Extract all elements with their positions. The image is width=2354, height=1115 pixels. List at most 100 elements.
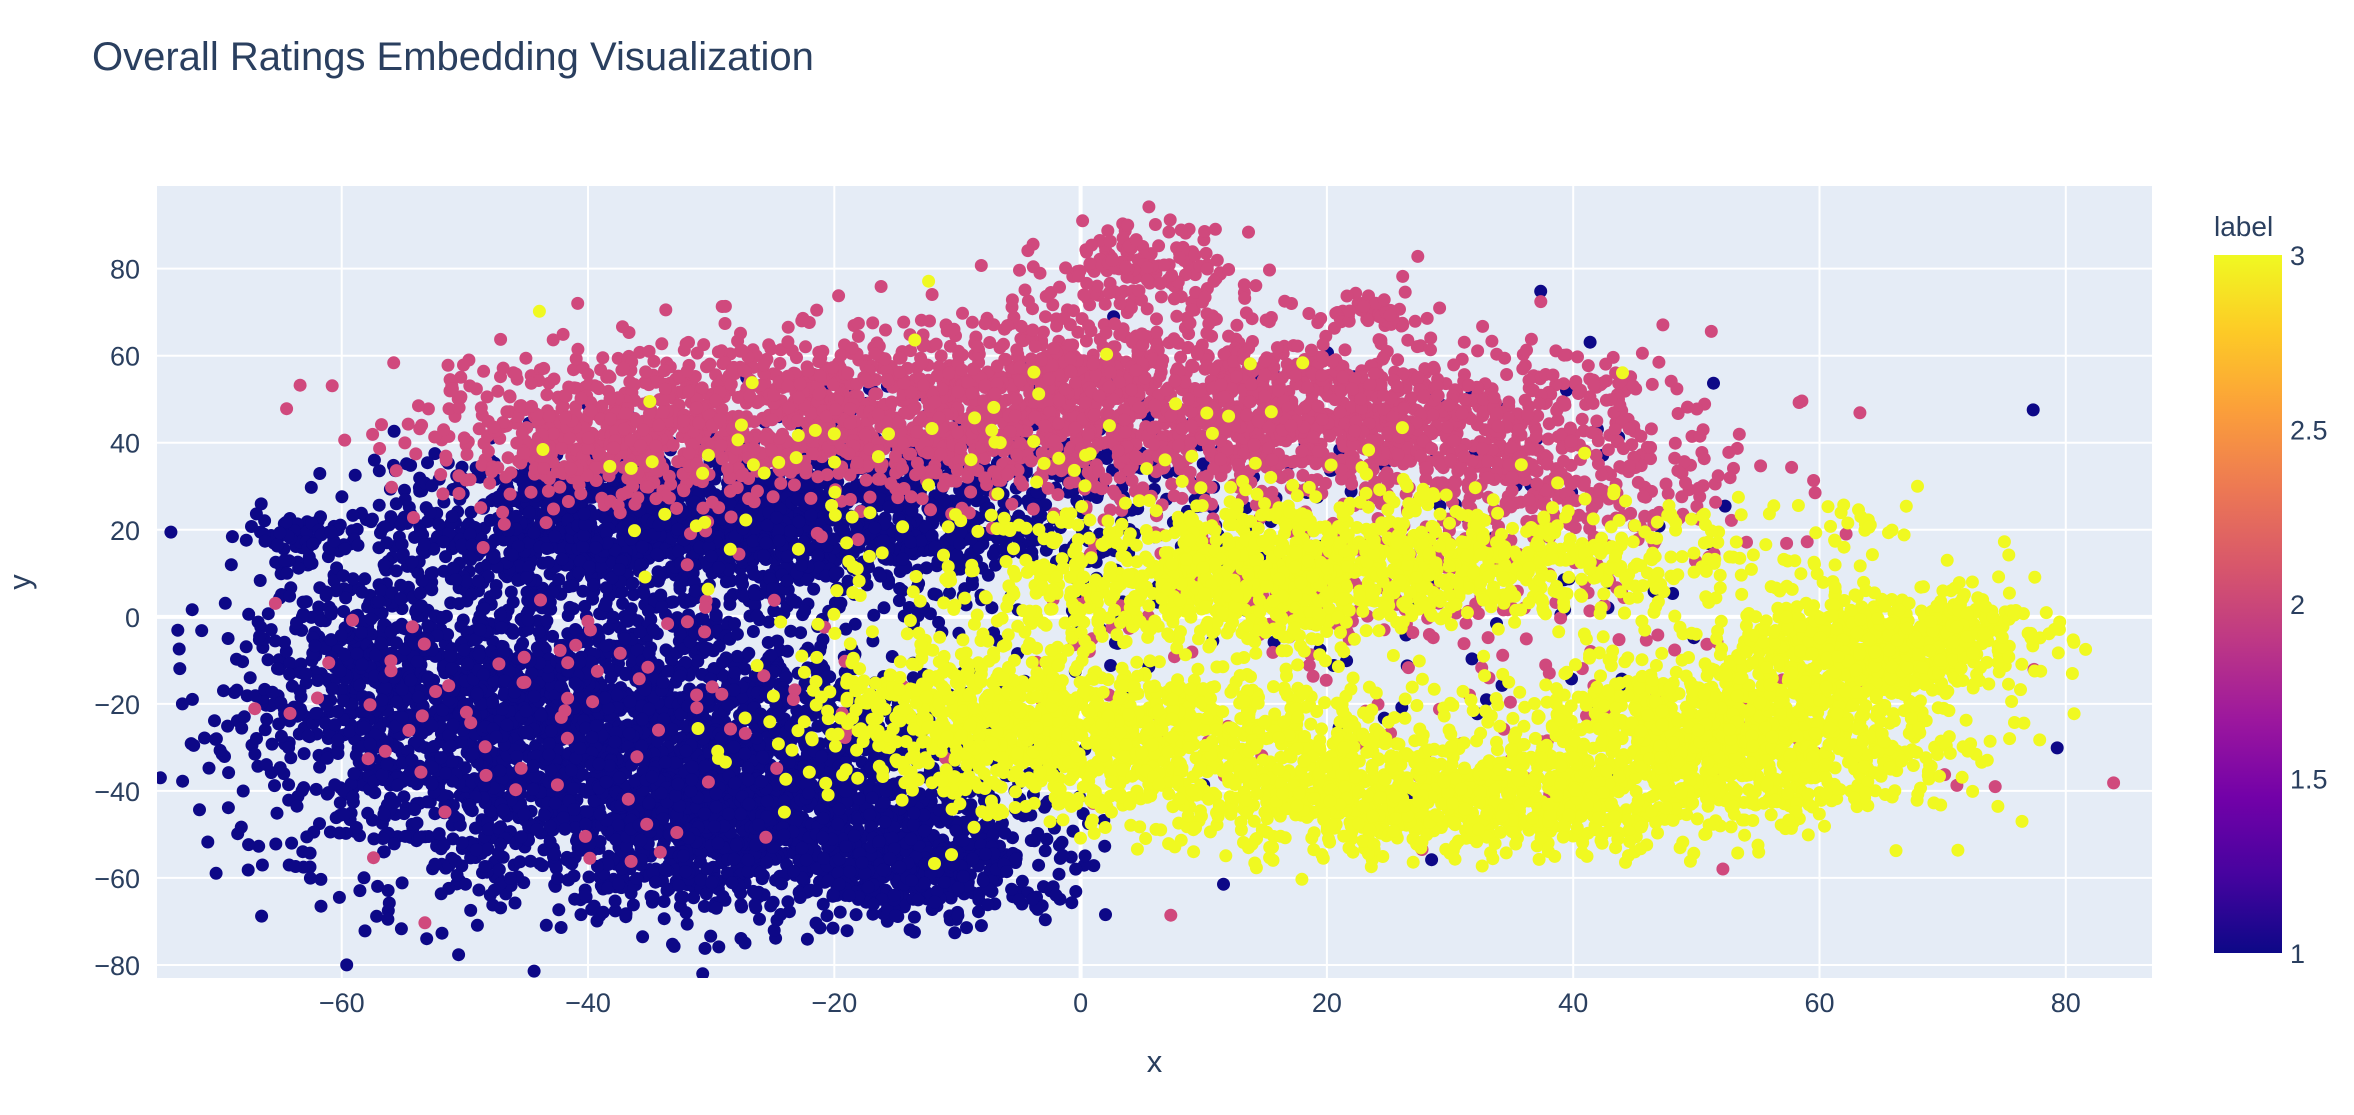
data-point [893,861,906,874]
data-point [966,853,979,866]
data-point [699,942,712,955]
data-point [248,748,261,761]
data-point [815,750,828,763]
data-point [291,800,304,813]
data-point [463,799,476,812]
data-point [684,785,697,798]
data-point [1039,913,1052,926]
data-point [742,647,755,660]
data-point [444,740,457,753]
data-point [928,896,941,909]
data-point [699,642,712,655]
data-point [221,720,234,733]
data-point [841,924,854,937]
data-point [873,835,886,848]
data-point [353,884,366,897]
data-point [471,919,484,932]
data-point [396,711,409,724]
data-point [609,895,622,908]
data-point [618,632,631,645]
data-point [856,856,869,869]
data-point [289,860,302,873]
data-point [488,884,501,897]
data-point [305,481,318,494]
data-point [300,830,313,843]
data-point [673,670,686,683]
data-point [509,897,522,910]
data-point [948,926,961,939]
data-point [495,621,508,634]
data-point [333,891,346,904]
data-point [315,900,328,913]
data-point [802,787,815,800]
data-point [266,686,279,699]
data-point [334,665,347,678]
data-point [853,792,866,805]
data-point [701,862,714,875]
data-point [490,731,503,744]
data-point [1079,849,1092,862]
data-point [338,648,351,661]
data-point [981,898,994,911]
data-point [379,681,392,694]
data-point [781,645,794,658]
data-point [283,668,296,681]
data-point [579,888,592,901]
data-point [722,699,735,712]
data-point [548,848,561,861]
data-point [557,811,570,824]
data-point [600,776,613,789]
data-point [674,628,687,641]
data-point [573,655,586,668]
data-point [461,658,474,671]
data-point [575,908,588,921]
data-point [850,908,863,921]
data-point [320,586,333,599]
data-point [975,919,988,932]
data-point [193,803,206,816]
data-point [738,747,751,760]
data-point [728,777,741,790]
data-point [643,797,656,810]
data-point [1069,885,1082,898]
data-point [383,897,396,910]
data-point [704,930,717,943]
data-point [710,902,723,915]
data-point [801,933,814,946]
data-point [760,856,773,869]
data-point [382,884,395,897]
data-point [236,655,249,668]
data-point [459,878,472,891]
data-point [669,789,682,802]
data-point [230,684,243,697]
data-point [466,747,479,760]
data-point [630,872,643,885]
data-point [296,784,309,797]
data-point [326,682,339,695]
data-point [496,703,509,716]
data-point [321,752,334,765]
data-point [568,803,581,816]
data-point [867,898,880,911]
data-point [735,932,748,945]
data-point [904,923,917,936]
data-point [338,808,351,821]
data-point [458,644,471,657]
data-point [800,853,813,866]
data-point [518,808,531,821]
data-point [578,600,591,613]
data-point [827,922,840,935]
data-point [501,719,514,732]
data-point [308,639,321,652]
data-point [528,965,541,978]
data-point [340,958,353,971]
data-point [399,830,412,843]
data-point [412,691,425,704]
data-point [271,662,284,675]
data-point [649,876,662,889]
data-point [375,694,388,707]
data-point [1050,889,1063,902]
data-point [337,694,350,707]
data-point [999,827,1012,840]
data-point [918,824,931,837]
